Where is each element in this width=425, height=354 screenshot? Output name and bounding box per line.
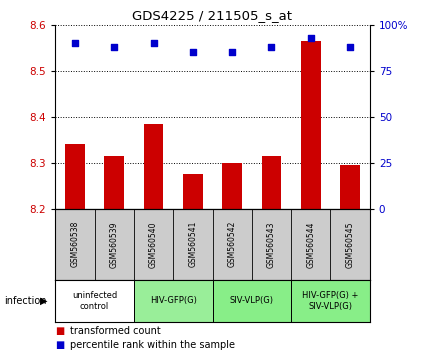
Text: ■: ■ (55, 340, 65, 350)
Point (268, 44, 275, 50)
Text: percentile rank within the sample: percentile rank within the sample (70, 340, 235, 350)
Point (229, 50, 235, 55)
Point (111, 44, 118, 50)
Text: GSM560538: GSM560538 (71, 221, 79, 268)
Text: GSM560539: GSM560539 (110, 221, 119, 268)
Title: GDS4225 / 211505_s_at: GDS4225 / 211505_s_at (133, 9, 292, 22)
Text: GSM560545: GSM560545 (346, 221, 354, 268)
Text: infection: infection (4, 296, 47, 306)
Bar (222, 163, 242, 209)
Bar (65, 144, 85, 209)
Text: uninfected
control: uninfected control (72, 291, 117, 310)
Bar (212, 280, 291, 322)
Point (190, 50, 196, 55)
Bar (301, 41, 320, 209)
Text: GSM560542: GSM560542 (228, 221, 237, 268)
Point (71, 40, 78, 46)
Point (347, 44, 354, 50)
Text: transformed count: transformed count (70, 326, 161, 336)
Bar (134, 280, 212, 322)
Bar (340, 165, 360, 209)
Point (150, 40, 157, 46)
Bar (183, 174, 203, 209)
Text: GSM560541: GSM560541 (188, 221, 197, 268)
Text: GSM560540: GSM560540 (149, 221, 158, 268)
Text: GSM560543: GSM560543 (267, 221, 276, 268)
Bar (144, 124, 163, 209)
Text: SIV-VLP(G): SIV-VLP(G) (230, 296, 274, 306)
Bar (262, 156, 281, 209)
Text: ▶: ▶ (40, 296, 48, 306)
Text: GSM560544: GSM560544 (306, 221, 315, 268)
Text: HIV-GFP(G) +
SIV-VLP(G): HIV-GFP(G) + SIV-VLP(G) (302, 291, 359, 310)
Point (307, 35, 314, 40)
Bar (291, 280, 370, 322)
Text: HIV-GFP(G): HIV-GFP(G) (150, 296, 197, 306)
Bar (105, 156, 124, 209)
Text: ■: ■ (55, 326, 65, 336)
Bar (55, 280, 134, 322)
